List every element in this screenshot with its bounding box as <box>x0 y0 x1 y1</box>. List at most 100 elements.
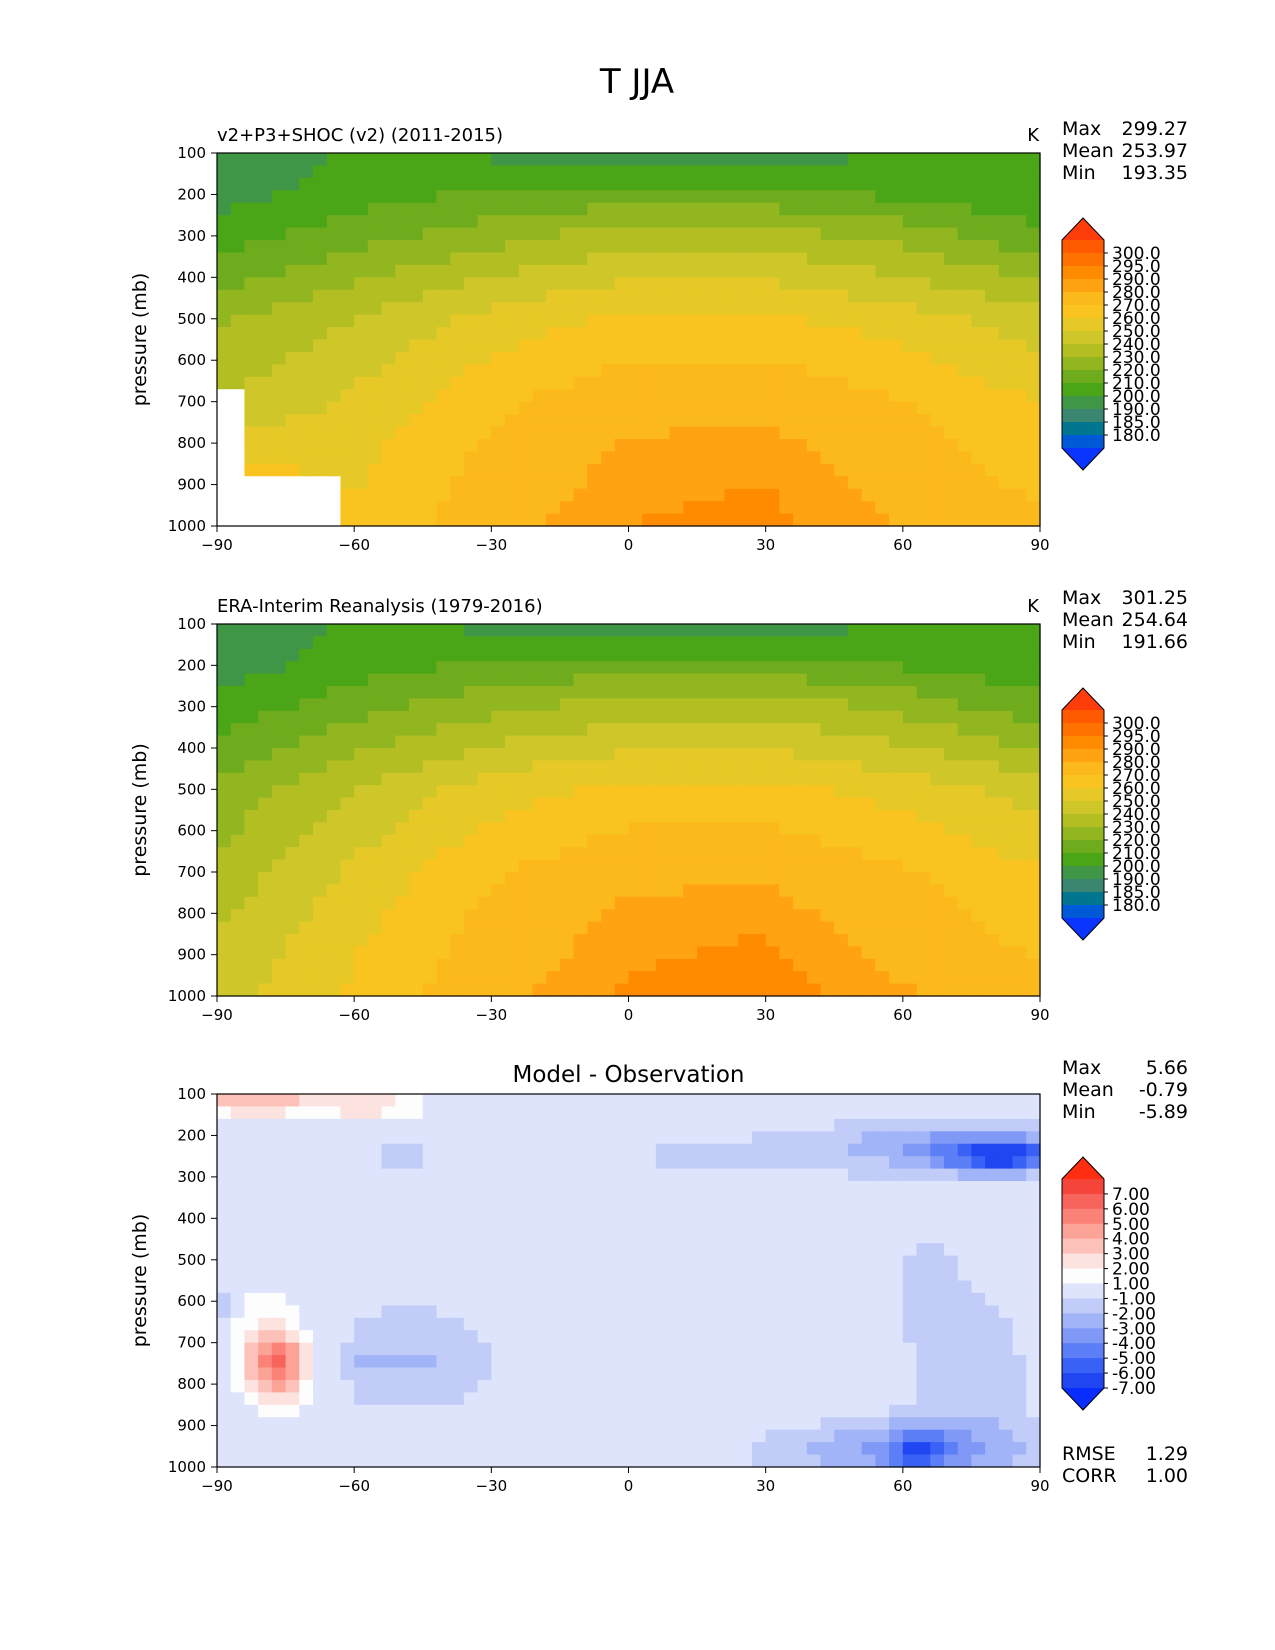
heatmap-cell <box>751 884 767 898</box>
heatmap-cell <box>463 1193 479 1207</box>
heatmap-cell <box>751 1131 767 1145</box>
heatmap-cell <box>943 624 959 637</box>
heatmap-cell <box>738 896 753 910</box>
heatmap-cell <box>381 1317 396 1331</box>
heatmap-cell <box>244 1292 259 1306</box>
heatmap-cell <box>217 501 232 515</box>
heatmap-cell <box>779 810 794 823</box>
colorbar-level-label: 295.0 <box>1112 727 1161 747</box>
heatmap-cell <box>518 426 534 440</box>
heatmap-cell <box>642 165 657 179</box>
heatmap-cell <box>738 513 753 527</box>
heatmap-cell <box>436 1317 451 1331</box>
heatmap-cell <box>697 648 712 662</box>
heatmap-cell <box>902 1156 918 1170</box>
heatmap-cell <box>559 1181 575 1195</box>
heatmap-cell <box>943 797 959 811</box>
heatmap-cell <box>532 501 547 515</box>
heatmap-cell <box>957 859 973 873</box>
heatmap-cell <box>861 1218 876 1232</box>
heatmap-cell <box>450 1243 465 1257</box>
heatmap-cell <box>902 872 918 885</box>
heatmap-cell <box>463 884 479 898</box>
heatmap-cell <box>793 289 808 303</box>
heatmap-cell <box>354 364 369 378</box>
heatmap-cell <box>285 364 300 378</box>
heatmap-cell <box>751 983 767 997</box>
heatmap-cell <box>683 1317 698 1331</box>
heatmap-cell <box>751 1268 767 1282</box>
heatmap-cell <box>532 1330 547 1344</box>
heatmap-cell <box>601 1255 616 1269</box>
heatmap-cell <box>354 1243 369 1257</box>
heatmap-cell <box>655 1131 671 1145</box>
stat-value: 191.66 <box>1122 631 1188 653</box>
heatmap-cell <box>217 735 232 749</box>
heatmap-cell <box>834 401 849 415</box>
heatmap-cell <box>587 1143 602 1157</box>
heatmap-cell <box>477 289 492 303</box>
heatmap-cell <box>697 983 712 997</box>
heatmap-cell <box>683 1305 698 1319</box>
heatmap-cell <box>642 414 657 428</box>
heatmap-cell <box>573 834 588 848</box>
heatmap-cell <box>546 673 561 687</box>
heatmap-cell <box>381 177 396 191</box>
heatmap-cell <box>491 822 506 836</box>
heatmap-cell <box>573 884 588 898</box>
heatmap-cell <box>326 463 342 477</box>
heatmap-cell <box>683 1168 698 1182</box>
heatmap-cell <box>683 1181 698 1195</box>
heatmap-cell <box>985 1205 1000 1219</box>
heatmap-cell <box>875 339 890 353</box>
heatmap-cell <box>230 921 246 935</box>
heatmap-cell <box>559 426 575 440</box>
heatmap-cell <box>587 501 602 515</box>
heatmap-cell <box>834 1305 849 1319</box>
heatmap-cell <box>847 884 863 898</box>
heatmap-cell <box>847 1143 863 1157</box>
heatmap-cell <box>546 1156 561 1170</box>
heatmap-cell <box>381 1268 396 1282</box>
heatmap-cell <box>697 376 712 390</box>
heatmap-cell <box>340 314 355 328</box>
heatmap-cell <box>1026 1292 1041 1306</box>
heatmap-cell <box>271 1218 287 1232</box>
heatmap-cell <box>889 1156 904 1170</box>
heatmap-cell <box>518 252 534 266</box>
heatmap-cell <box>1026 710 1041 724</box>
heatmap-cell <box>957 872 973 885</box>
heatmap-cell <box>751 277 767 291</box>
heatmap-cell <box>271 1305 287 1319</box>
heatmap-cell <box>518 476 534 490</box>
heatmap-cell <box>532 1156 547 1170</box>
heatmap-cell <box>381 165 396 179</box>
heatmap-cell <box>422 501 438 515</box>
heatmap-cell <box>875 1305 890 1319</box>
heatmap-cell <box>834 1156 849 1170</box>
heatmap-cell <box>902 710 918 724</box>
heatmap-cell <box>491 1205 506 1219</box>
heatmap-cell <box>697 698 712 712</box>
heatmap-cell <box>299 1156 314 1170</box>
heatmap-cell <box>697 1205 712 1219</box>
heatmap-cell <box>916 909 931 923</box>
heatmap-cell <box>806 476 822 490</box>
heatmap-cell <box>477 1143 492 1157</box>
heatmap-cell <box>1026 983 1041 997</box>
heatmap-cell <box>614 327 630 341</box>
heatmap-cell <box>313 414 328 428</box>
stat-label: Max <box>1062 587 1101 609</box>
heatmap-cell <box>669 153 684 167</box>
heatmap-cell <box>340 859 355 873</box>
heatmap-cell <box>381 1131 396 1145</box>
heatmap-cell <box>299 389 314 403</box>
heatmap-cell <box>299 501 314 515</box>
heatmap-cell <box>505 1181 520 1195</box>
heatmap-cell <box>230 451 246 465</box>
heatmap-cell <box>546 1255 561 1269</box>
heatmap-cell <box>669 463 684 477</box>
heatmap-cell <box>258 302 273 316</box>
heatmap-cell <box>847 834 863 848</box>
heatmap-cell <box>683 1118 698 1132</box>
